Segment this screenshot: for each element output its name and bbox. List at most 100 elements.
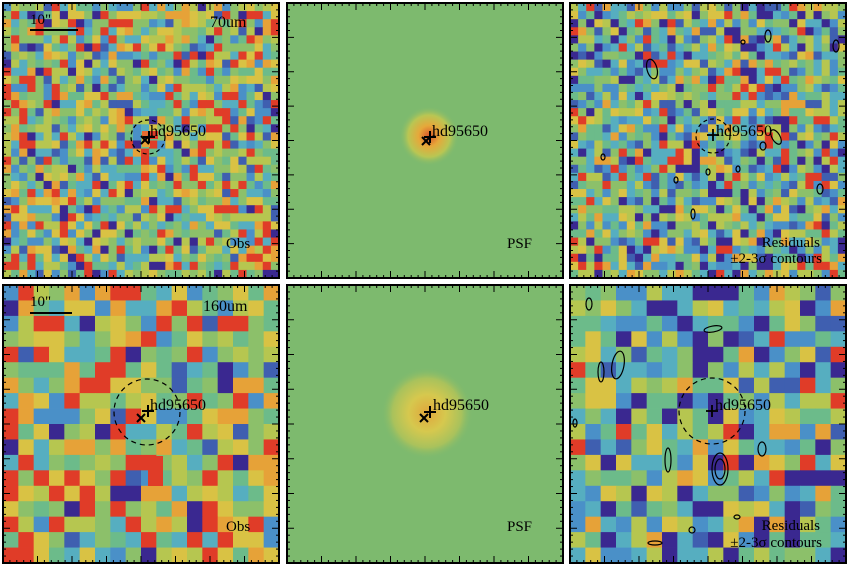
pixel: [262, 35, 272, 44]
pixel: [27, 189, 36, 198]
pixel: [772, 51, 782, 61]
pixel: [3, 424, 19, 440]
pixel: [626, 43, 636, 52]
pixel: [262, 261, 272, 271]
pixel: [724, 75, 733, 85]
pixel: [141, 3, 150, 12]
pixel: [27, 205, 36, 214]
pixel: [189, 253, 199, 263]
pixel: [141, 285, 157, 301]
pixel: [784, 470, 801, 487]
pixel: [829, 27, 839, 36]
pixel: [600, 532, 617, 548]
pixel: [181, 83, 191, 93]
pixel: [618, 19, 628, 28]
pixel: [149, 172, 158, 182]
pixel: [189, 51, 199, 61]
pixel: [59, 164, 69, 174]
pixel: [748, 11, 758, 20]
pixel: [233, 485, 249, 502]
pixel: [789, 237, 798, 247]
pixel: [124, 132, 134, 141]
pixel: [764, 124, 774, 133]
pixel: [683, 132, 693, 141]
pixel: [618, 245, 628, 255]
pixel: [610, 205, 620, 214]
pixel: [677, 547, 694, 564]
pixel: [594, 108, 603, 117]
pixel: [646, 377, 663, 394]
pixel: [141, 221, 150, 230]
pixel: [772, 189, 782, 198]
pixel: [667, 189, 676, 198]
pixel: [646, 424, 663, 440]
pixel: [43, 19, 53, 28]
pixel: [238, 35, 247, 44]
pixel: [214, 59, 223, 69]
pixel: [616, 470, 632, 487]
pixel: [813, 172, 823, 182]
pixel: [683, 124, 693, 133]
pixel: [165, 35, 174, 44]
pixel: [756, 172, 766, 182]
pixel: [108, 116, 118, 125]
pixel: [214, 156, 223, 166]
pixel: [732, 43, 741, 52]
pixel: [51, 164, 61, 174]
pixel: [659, 75, 668, 85]
pixel: [789, 108, 798, 117]
pixel: [43, 156, 53, 166]
pixel: [675, 100, 685, 109]
pixel: [11, 51, 20, 61]
pixel: [100, 108, 109, 117]
pixel: [797, 100, 806, 109]
pixel: [692, 315, 709, 332]
residual-contours: [572, 297, 767, 546]
pixel: [270, 164, 280, 174]
pixel: [626, 124, 636, 133]
pixel: [756, 180, 766, 190]
pixel: [732, 205, 741, 214]
pixel: [141, 124, 150, 133]
pixel: [732, 67, 741, 77]
pixel: [754, 547, 770, 564]
pixel: [165, 140, 174, 149]
pixel: [18, 393, 35, 409]
pixel: [594, 156, 603, 166]
pixel: [132, 229, 142, 238]
pixel: [27, 213, 36, 222]
pixel: [732, 3, 741, 12]
pixel: [108, 245, 118, 255]
pixel: [699, 180, 709, 190]
pixel: [708, 19, 717, 28]
pixel: [116, 83, 126, 93]
pixel: [92, 245, 101, 255]
pixel: [578, 221, 587, 230]
pixel: [724, 229, 733, 238]
pixel: [110, 454, 127, 471]
pixel: [837, 124, 847, 133]
pixel: [748, 189, 758, 198]
pixel: [11, 116, 20, 125]
pixel: [724, 140, 733, 149]
pixel: [156, 285, 173, 301]
pixel: [3, 516, 19, 533]
pixel: [67, 43, 77, 52]
pixel: [602, 59, 611, 69]
pixel: [197, 27, 207, 36]
pixel: [173, 132, 182, 141]
pixel: [618, 67, 628, 77]
pixel: [214, 124, 223, 133]
pixel: [246, 100, 256, 109]
pixel: [156, 547, 173, 564]
pixel: [27, 3, 36, 12]
pixel: [157, 269, 166, 279]
pixel: [156, 393, 173, 409]
pixel: [233, 501, 249, 518]
aperture-circle: [113, 378, 181, 446]
pixel: [157, 11, 166, 20]
pixel: [19, 67, 28, 77]
pixel: [610, 116, 620, 125]
pixel: [59, 197, 69, 206]
pixel: [616, 532, 632, 548]
